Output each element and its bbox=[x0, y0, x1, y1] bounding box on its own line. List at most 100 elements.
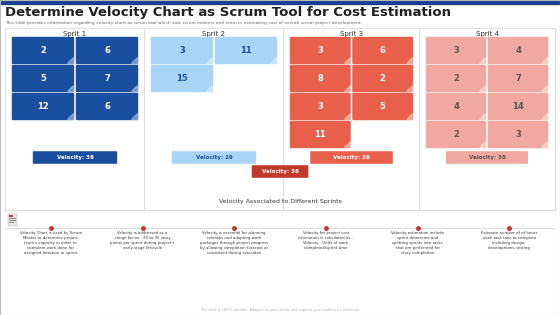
Text: 2: 2 bbox=[40, 46, 46, 55]
Polygon shape bbox=[131, 57, 137, 63]
Text: 3: 3 bbox=[318, 46, 323, 55]
Text: 3: 3 bbox=[318, 102, 323, 111]
Polygon shape bbox=[479, 57, 485, 63]
Text: 11: 11 bbox=[314, 130, 326, 139]
Text: 4: 4 bbox=[515, 46, 521, 55]
Bar bbox=[9, 218, 16, 219]
Text: Velocity estimation include
sprint determine and
splitting sprints into tasks
th: Velocity estimation include sprint deter… bbox=[391, 231, 444, 255]
FancyBboxPatch shape bbox=[172, 151, 256, 164]
Text: Sprit 4: Sprit 4 bbox=[475, 31, 498, 37]
FancyBboxPatch shape bbox=[426, 65, 486, 92]
Text: 5: 5 bbox=[40, 74, 46, 83]
Text: Sprit 1: Sprit 1 bbox=[63, 31, 87, 37]
FancyBboxPatch shape bbox=[290, 65, 351, 92]
FancyBboxPatch shape bbox=[12, 37, 74, 64]
Text: 6: 6 bbox=[104, 46, 110, 55]
FancyBboxPatch shape bbox=[446, 151, 528, 164]
FancyBboxPatch shape bbox=[488, 37, 548, 64]
Text: Estimate number of of hours
each task take to complete
including design,
develop: Estimate number of of hours each task ta… bbox=[481, 231, 538, 250]
Text: 6: 6 bbox=[380, 46, 386, 55]
FancyBboxPatch shape bbox=[12, 65, 74, 92]
Text: 7: 7 bbox=[515, 74, 521, 83]
Text: Velocity is essential for planning
releases and adapting work
packages through p: Velocity is essential for planning relea… bbox=[200, 231, 268, 255]
Polygon shape bbox=[406, 85, 412, 91]
Text: 12: 12 bbox=[37, 102, 49, 111]
Text: Velocity: 38: Velocity: 38 bbox=[469, 155, 506, 160]
Text: 3: 3 bbox=[179, 46, 185, 55]
Polygon shape bbox=[541, 85, 547, 91]
Polygon shape bbox=[406, 113, 412, 119]
Text: 8: 8 bbox=[318, 74, 323, 83]
Bar bbox=[5, 28, 555, 210]
Polygon shape bbox=[343, 141, 349, 147]
Polygon shape bbox=[541, 141, 547, 147]
Polygon shape bbox=[406, 57, 412, 63]
Text: Velocity: 38: Velocity: 38 bbox=[57, 155, 94, 160]
Polygon shape bbox=[131, 85, 137, 91]
Text: This slide provides information regarding velocity chart as scrum tool which aid: This slide provides information regardin… bbox=[5, 21, 362, 25]
Polygon shape bbox=[343, 57, 349, 63]
FancyBboxPatch shape bbox=[488, 121, 548, 148]
FancyBboxPatch shape bbox=[426, 93, 486, 120]
Text: Determine Velocity Chart as Scrum Tool for Cost Estimation: Determine Velocity Chart as Scrum Tool f… bbox=[5, 6, 451, 19]
FancyBboxPatch shape bbox=[151, 37, 213, 64]
Text: 14: 14 bbox=[512, 102, 524, 111]
FancyBboxPatch shape bbox=[76, 93, 138, 120]
FancyBboxPatch shape bbox=[352, 93, 413, 120]
Text: 2: 2 bbox=[380, 74, 386, 83]
FancyBboxPatch shape bbox=[76, 37, 138, 64]
FancyBboxPatch shape bbox=[290, 121, 351, 148]
Text: 2: 2 bbox=[453, 130, 459, 139]
Text: Velocity for project cost
estimation is calculated as -
Velocity - Units of work: Velocity for project cost estimation is … bbox=[298, 231, 353, 250]
FancyBboxPatch shape bbox=[290, 37, 351, 64]
Polygon shape bbox=[479, 141, 485, 147]
FancyBboxPatch shape bbox=[488, 65, 548, 92]
Polygon shape bbox=[343, 85, 349, 91]
Polygon shape bbox=[67, 113, 73, 119]
Polygon shape bbox=[343, 113, 349, 119]
Text: Sprit 2: Sprit 2 bbox=[203, 31, 226, 37]
FancyBboxPatch shape bbox=[426, 37, 486, 64]
Polygon shape bbox=[67, 85, 73, 91]
Polygon shape bbox=[206, 57, 212, 63]
Text: 7: 7 bbox=[104, 74, 110, 83]
FancyBboxPatch shape bbox=[12, 93, 74, 120]
Polygon shape bbox=[541, 57, 547, 63]
FancyBboxPatch shape bbox=[33, 151, 117, 164]
Text: Velocity is addressed as a
range for an - 20 to 35 story
points per sprint durin: Velocity is addressed as a range for an … bbox=[110, 231, 175, 250]
FancyBboxPatch shape bbox=[215, 37, 277, 64]
Bar bbox=[8, 214, 17, 226]
Text: 2: 2 bbox=[453, 74, 459, 83]
Text: 3: 3 bbox=[453, 46, 459, 55]
FancyBboxPatch shape bbox=[352, 37, 413, 64]
FancyBboxPatch shape bbox=[426, 121, 486, 148]
Polygon shape bbox=[479, 85, 485, 91]
Bar bbox=[0, 0, 560, 4]
Polygon shape bbox=[541, 113, 547, 119]
Polygon shape bbox=[131, 113, 137, 119]
Text: Sprit 3: Sprit 3 bbox=[340, 31, 363, 37]
Text: 5: 5 bbox=[380, 102, 386, 111]
Text: Velocity: 36: Velocity: 36 bbox=[262, 169, 298, 174]
FancyBboxPatch shape bbox=[290, 93, 351, 120]
Text: Velocity: 29: Velocity: 29 bbox=[195, 155, 232, 160]
FancyBboxPatch shape bbox=[151, 65, 213, 92]
Text: Velocity Associated to Different Sprints: Velocity Associated to Different Sprints bbox=[218, 199, 342, 204]
Text: 6: 6 bbox=[104, 102, 110, 111]
Bar bbox=[9, 220, 16, 221]
Text: 11: 11 bbox=[240, 46, 252, 55]
Bar bbox=[9, 215, 13, 217]
Text: 15: 15 bbox=[176, 74, 188, 83]
FancyBboxPatch shape bbox=[251, 165, 309, 178]
Bar bbox=[9, 222, 14, 223]
Text: This slide is 100% editable. Adapt it to your needs and capture your audience's : This slide is 100% editable. Adapt it to… bbox=[200, 308, 360, 312]
Polygon shape bbox=[270, 57, 276, 63]
Text: Velocity Chart is used by Scrum
Master to determine project
team's capacity in o: Velocity Chart is used by Scrum Master t… bbox=[20, 231, 82, 255]
Polygon shape bbox=[67, 57, 73, 63]
Text: 4: 4 bbox=[453, 102, 459, 111]
Text: Velocity: 38: Velocity: 38 bbox=[333, 155, 370, 160]
Polygon shape bbox=[206, 85, 212, 91]
FancyBboxPatch shape bbox=[488, 93, 548, 120]
FancyBboxPatch shape bbox=[310, 151, 393, 164]
FancyBboxPatch shape bbox=[352, 65, 413, 92]
